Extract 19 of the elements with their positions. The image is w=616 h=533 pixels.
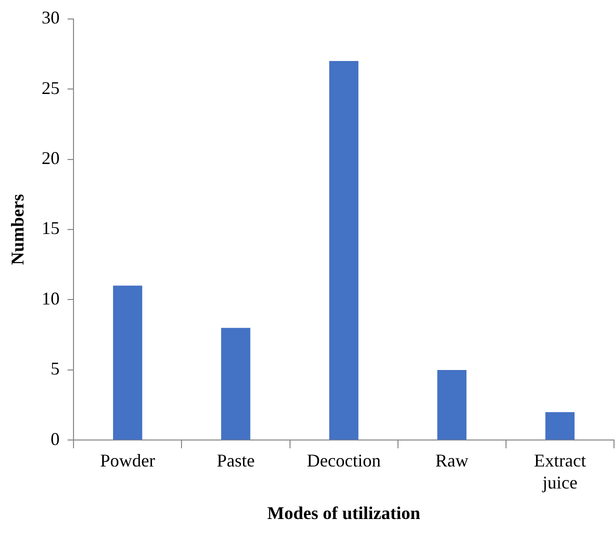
y-tick-label: 5 [50,358,60,379]
y-tick-label: 25 [42,78,60,98]
y-tick-label: 15 [42,218,60,238]
bar [113,286,142,440]
y-tick-label: 0 [50,428,60,449]
y-tick-label: 20 [42,148,60,168]
x-tick-label: Powder [100,450,156,471]
y-tick-label: 30 [42,8,60,28]
bar [329,60,358,440]
x-tick-label: Decoction [306,450,381,471]
x-tick-label: Paste [216,450,255,471]
y-axis-title: Numbers [7,194,28,265]
bar [545,412,575,440]
y-tick-label: 10 [42,288,60,308]
x-tick-label: Raw [435,450,468,471]
x-axis-title: Modes of utilization [267,502,420,523]
x-tick-label: Extract juice [534,450,586,492]
bar [221,328,250,440]
bar [437,370,466,440]
